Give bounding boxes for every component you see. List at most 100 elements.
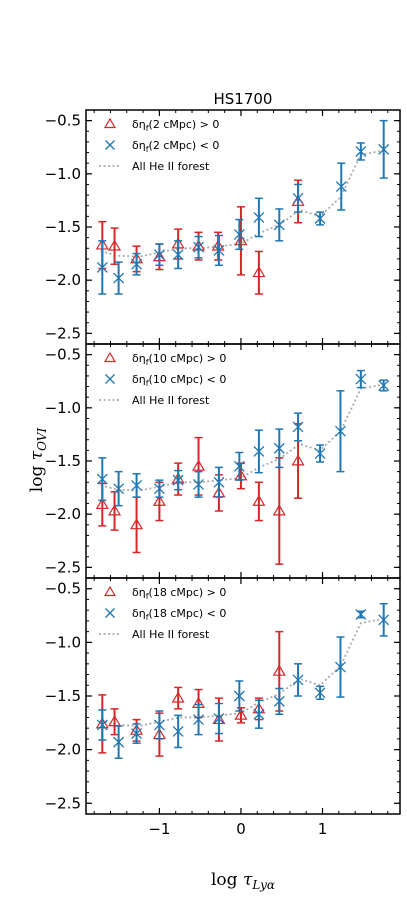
legend-marker-x — [105, 374, 115, 384]
y-tick-label: −2.0 — [45, 271, 81, 289]
legend-marker-x — [105, 608, 115, 618]
data-point-triangle — [152, 494, 166, 506]
legend: δηf(18 cMpc) > 0 δηf(18 cMpc) < 0 All He I… — [99, 585, 226, 641]
data-point-triangle — [272, 504, 286, 516]
data-point-triangle — [95, 497, 109, 510]
y-tick-label: −1.0 — [45, 399, 81, 417]
data-point-x — [292, 674, 304, 686]
data-point-x — [131, 258, 143, 270]
data-point-x — [153, 719, 165, 731]
data-point-x — [378, 614, 390, 626]
data-point-x — [193, 714, 205, 726]
legend-label-positive: δηf(18 cMpc) > 0 — [132, 586, 226, 601]
data-point-x — [213, 476, 225, 488]
data-point-triangle — [107, 504, 122, 516]
data-point-x — [314, 448, 326, 460]
legend-marker-triangle — [103, 117, 117, 129]
data-point-x — [213, 244, 225, 256]
y-tick-label: −0.5 — [45, 346, 81, 364]
y-tick-label: −2.5 — [45, 324, 81, 342]
data-point-x — [253, 708, 265, 720]
data-point-x — [213, 713, 225, 724]
legend-marker-triangle — [103, 585, 117, 597]
data-point-x — [233, 690, 245, 702]
data-point-x — [253, 445, 265, 457]
data-point-triangle — [234, 708, 248, 720]
data-point-triangle — [291, 454, 305, 466]
y-tick-label: −1.5 — [45, 687, 81, 705]
data-point-x — [335, 181, 347, 193]
data-point-triangle — [107, 715, 122, 727]
data-point-triangle — [192, 459, 206, 471]
data-point-x — [113, 736, 125, 748]
forest-curve — [100, 383, 384, 492]
data-point-x — [172, 725, 184, 737]
data-point-x — [233, 460, 245, 472]
data-point-x — [172, 249, 184, 261]
data-point-x — [292, 192, 304, 204]
data-point-x — [96, 473, 108, 485]
data-point-x — [253, 211, 265, 223]
data-point-x — [193, 241, 205, 253]
y-tick-label: −1.5 — [45, 452, 81, 470]
legend-label-negative: δηf(10 cMpc) < 0 — [132, 373, 226, 388]
data-point-x — [233, 228, 245, 240]
forest-curve — [100, 617, 384, 727]
data-point-triangle — [130, 518, 144, 530]
data-point-x — [153, 483, 165, 495]
data-point-x — [314, 213, 326, 224]
legend-label-forest: All He II forest — [132, 394, 210, 407]
data-point-triangle — [252, 266, 266, 278]
y-axis-label: log τOVI — [27, 428, 49, 493]
y-tick-label: −2.5 — [45, 558, 81, 576]
data-point-x — [355, 146, 367, 157]
data-point-x — [355, 373, 367, 385]
y-tick-label: −1.5 — [45, 218, 81, 236]
data-point-x — [172, 474, 184, 486]
legend-marker-triangle — [103, 351, 117, 363]
chart-panels: −2.5 −2.0 −1.5 −1.0 −0.5 δηf(2 cMpc) > 0 δηf(2… — [45, 109, 401, 838]
legend-label-negative: δηf(2 cMpc) < 0 — [132, 139, 219, 154]
panel-1: −2.5 −2.0 −1.5 −1.0 −0.5 δηf(2 cMpc) > 0 δηf(2… — [45, 109, 401, 345]
data-point-triangle — [171, 691, 185, 703]
data-point-x — [273, 442, 285, 454]
x-tick-label: 0 — [236, 820, 246, 838]
y-tick-label: −1.0 — [45, 165, 81, 183]
data-point-x — [193, 478, 205, 490]
data-point-triangle — [272, 664, 286, 676]
data-point-x — [335, 425, 346, 437]
data-point-triangle — [234, 234, 248, 246]
panel-2: −2.5−2.0−1.5−1.0−0.5 δηf(10 cMpc) > 0δηf(… — [45, 343, 401, 579]
data-point-triangle — [107, 239, 122, 251]
data-point-x — [314, 687, 326, 699]
panel-3: −1 0 1 −2.5 −2.0 −1.5 −1.0 −0.5 δηf(18 cMpc) > 0… — [45, 577, 401, 838]
data-point-x — [113, 483, 125, 495]
data-point-x — [153, 249, 165, 261]
data-point-x — [273, 219, 285, 231]
data-point-x — [335, 661, 346, 673]
forest-curve — [100, 149, 384, 258]
data-point-triangle — [252, 494, 266, 506]
legend-label-positive: δηf(10 cMpc) > 0 — [132, 352, 226, 367]
chart-title: HS1700 — [214, 90, 273, 108]
data-point-x — [131, 480, 143, 491]
y-tick-label: −0.5 — [45, 580, 81, 598]
legend-marker-x — [105, 140, 115, 150]
data-point-x — [378, 380, 390, 391]
y-tick-label: −2.0 — [45, 741, 81, 759]
data-point-x — [292, 421, 304, 433]
legend-label-forest: All He II forest — [132, 628, 210, 641]
legend-label-forest: All He II forest — [132, 160, 210, 173]
data-point-x — [96, 261, 108, 273]
x-tick-label: 1 — [318, 820, 328, 838]
legend-label-positive: δηf(2 cMpc) > 0 — [132, 118, 219, 133]
x-tick-label: −1 — [148, 820, 170, 838]
data-point-x — [378, 143, 390, 155]
legend-label-negative: δηf(18 cMpc) < 0 — [132, 607, 226, 622]
data-point-x — [355, 609, 367, 620]
legend: δηf(10 cMpc) > 0 δηf(10 cMpc) < 0 All He I… — [99, 351, 226, 407]
data-point-x — [273, 695, 285, 707]
data-point-x — [131, 728, 143, 740]
y-tick-label: −0.5 — [45, 112, 81, 130]
